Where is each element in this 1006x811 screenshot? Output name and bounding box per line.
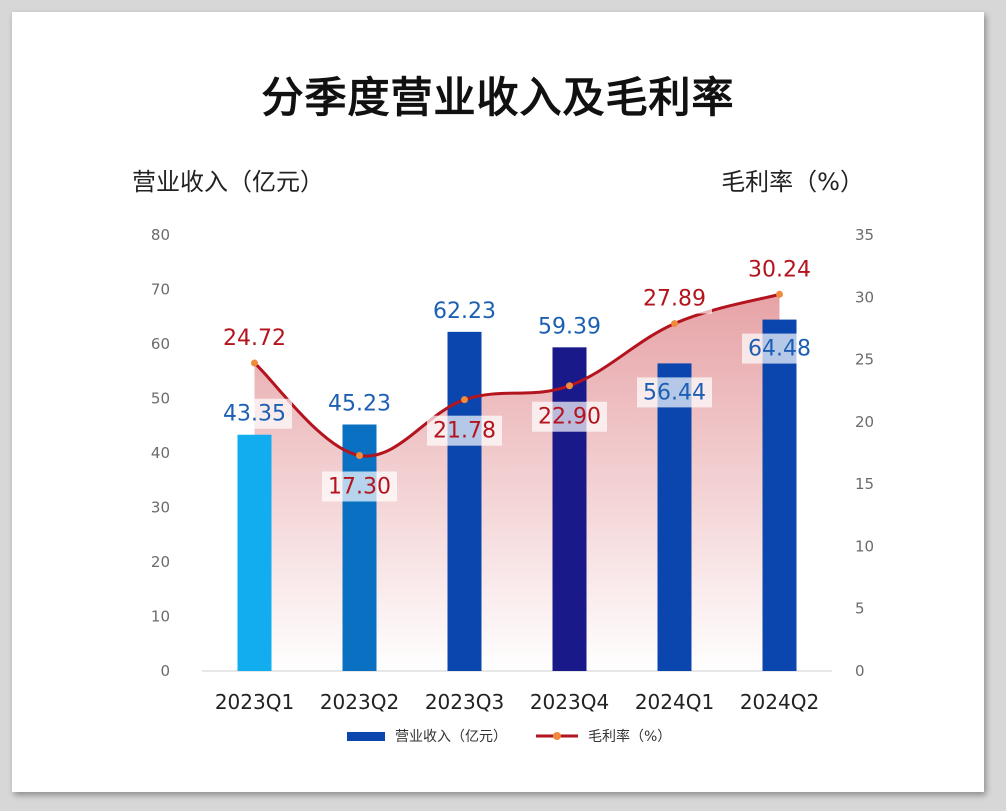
chart-title: 分季度营业收入及毛利率 <box>261 73 735 122</box>
margin-data-label: 24.72 <box>223 326 286 351</box>
legend-revenue-swatch <box>347 732 385 741</box>
revenue-bar <box>762 319 797 671</box>
chart-svg: 0 10 20 30 40 50 60 70 80 0 5 10 15 20 25 30 35 2023Q1 202… <box>151 226 874 745</box>
x-category-label: 2023Q2 <box>320 690 399 714</box>
revenue-data-label: 62.23 <box>433 299 496 324</box>
left-y-tick-label: 40 <box>151 444 170 462</box>
x-category-label: 2024Q1 <box>635 690 714 714</box>
revenue-data-label-bg <box>532 311 607 342</box>
margin-data-label-bg <box>322 471 397 502</box>
margin-data-label-bg <box>217 323 292 354</box>
x-category-label: 2023Q1 <box>215 690 294 714</box>
revenue-data-label-bg <box>742 333 817 364</box>
x-category-label: 2023Q3 <box>425 690 504 714</box>
revenue-data-label-bg <box>427 295 502 326</box>
revenue-data-label: 59.39 <box>538 314 601 339</box>
margin-data-label: 30.24 <box>748 257 811 282</box>
right-y-tick-label: 10 <box>855 537 874 555</box>
margin-data-label-bg <box>532 401 607 432</box>
margin-data-label: 22.90 <box>538 405 601 430</box>
revenue-data-label-bg <box>322 388 397 419</box>
legend-margin-marker <box>553 732 561 740</box>
revenue-data-label: 56.44 <box>643 380 706 405</box>
right-y-tick-label: 25 <box>855 351 874 369</box>
margin-point <box>356 451 363 459</box>
revenue-data-label: 64.48 <box>748 337 811 362</box>
left-y-tick-label: 20 <box>151 553 170 571</box>
right-y-tick-label: 5 <box>855 600 865 618</box>
left-y-tick-label: 30 <box>151 499 170 517</box>
margin-data-label: 21.78 <box>433 419 496 444</box>
revenue-data-label: 43.35 <box>223 402 286 427</box>
left-y-tick-label: 70 <box>151 281 170 299</box>
revenue-bar <box>237 434 272 671</box>
margin-point <box>461 396 468 404</box>
margin-point <box>671 320 678 328</box>
revenue-bar <box>552 347 587 671</box>
revenue-data-label: 45.23 <box>328 391 391 416</box>
revenue-data-label-bg <box>217 398 292 429</box>
right-y-tick-label: 15 <box>855 475 874 493</box>
left-y-tick-label: 80 <box>151 226 170 244</box>
left-y-tick-label: 50 <box>151 390 170 408</box>
right-y-tick-label: 0 <box>855 662 865 680</box>
left-y-tick-label: 0 <box>160 662 170 680</box>
margin-data-label: 27.89 <box>643 287 706 312</box>
margin-data-label-bg <box>637 283 712 314</box>
revenue-bar <box>447 331 482 671</box>
revenue-data-label-bg <box>637 377 712 408</box>
margin-point <box>776 290 783 298</box>
x-category-label: 2023Q4 <box>530 690 609 714</box>
margin-data-label: 17.30 <box>328 474 391 499</box>
margin-point <box>566 382 573 390</box>
margin-point <box>251 359 258 367</box>
left-axis-title: 营业收入（亿元） <box>132 168 324 196</box>
legend-revenue-label: 营业收入（亿元） <box>395 729 507 745</box>
x-category-label: 2024Q2 <box>740 690 819 714</box>
revenue-bar <box>342 424 377 671</box>
revenue-bar <box>657 363 692 671</box>
right-y-tick-label: 35 <box>855 226 874 244</box>
left-y-tick-label: 10 <box>151 608 170 626</box>
left-y-tick-label: 60 <box>151 335 170 353</box>
margin-data-label-bg <box>427 415 502 446</box>
margin-data-label-bg <box>742 254 817 285</box>
right-y-tick-label: 20 <box>855 413 874 431</box>
right-axis-title: 毛利率（%） <box>721 168 864 196</box>
right-y-tick-label: 30 <box>855 288 874 306</box>
legend-margin-label: 毛利率（%） <box>588 728 671 745</box>
chart-frame: 分季度营业收入及毛利率 营业收入（亿元） 毛利率（%） 0 10 20 30 40 50 6… <box>12 12 984 792</box>
margin-line <box>253 292 780 458</box>
